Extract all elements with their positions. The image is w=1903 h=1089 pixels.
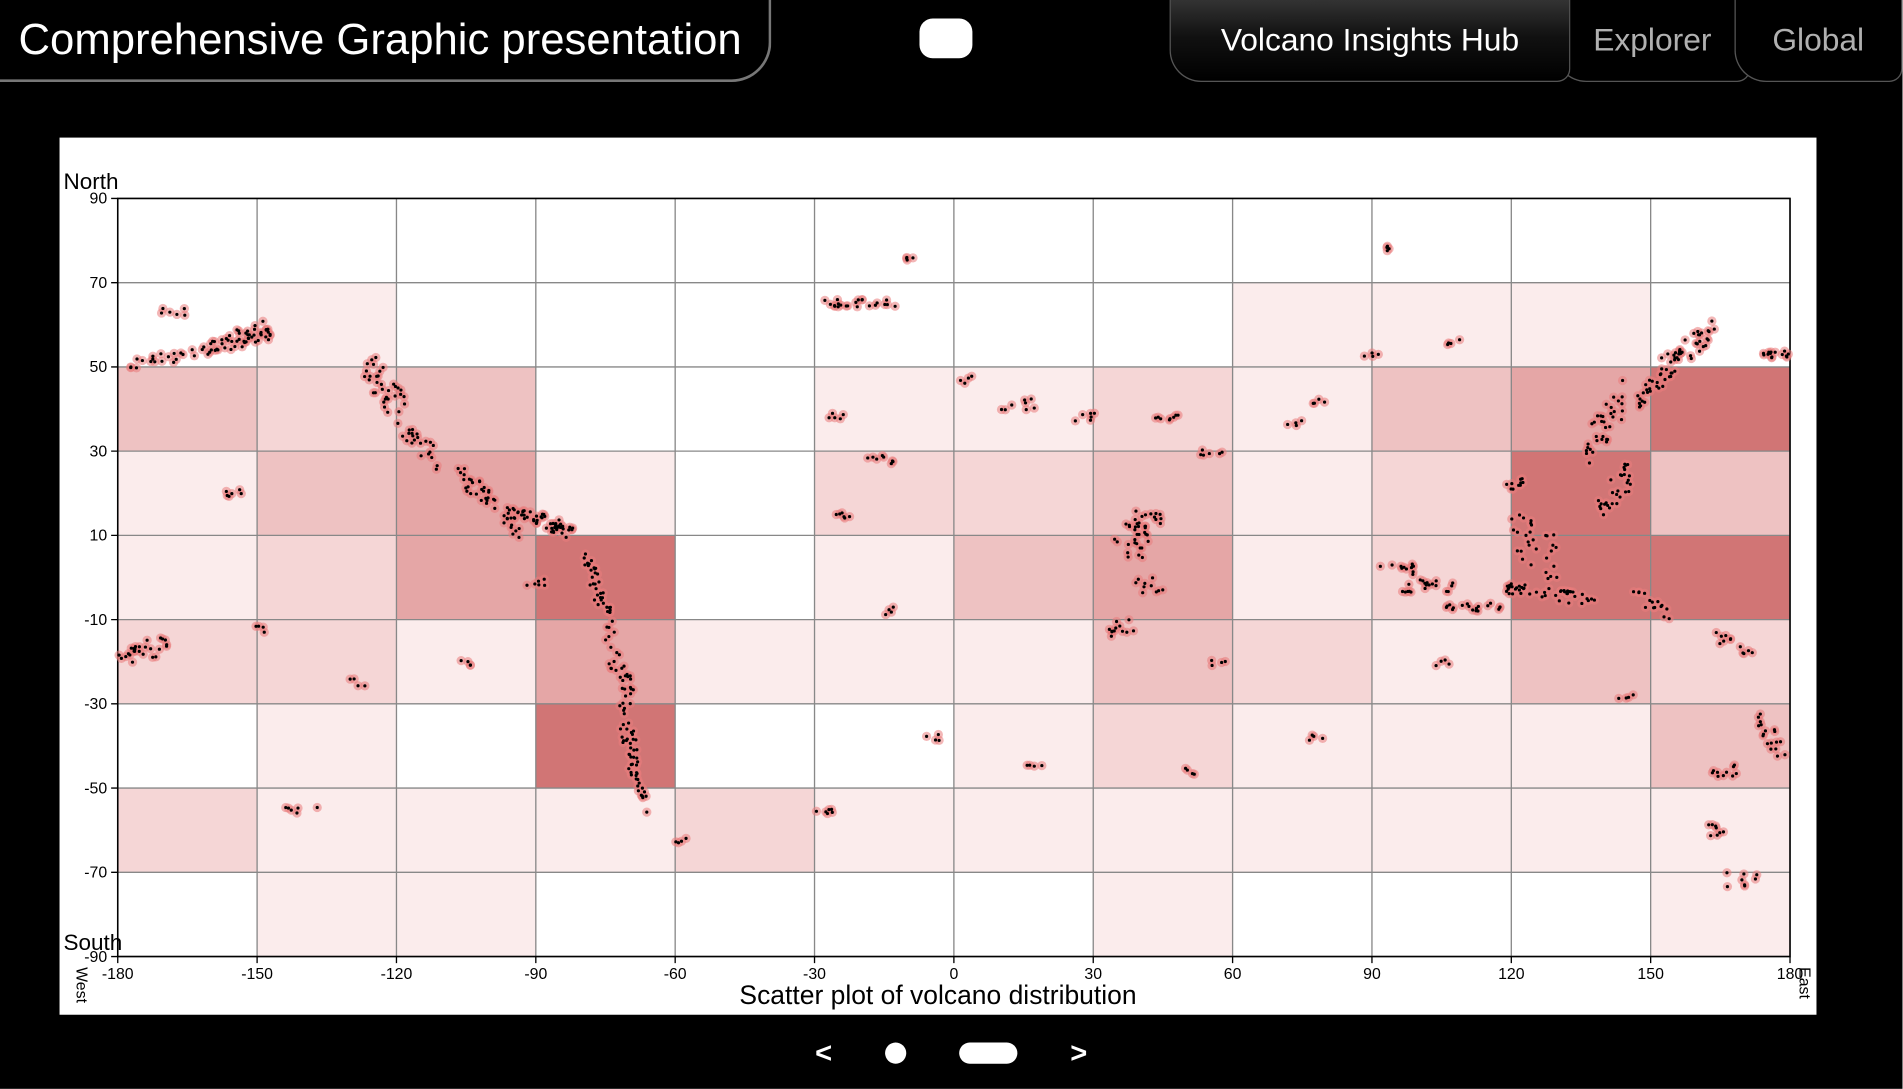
tab-explorer[interactable]: Explorer [1555,0,1750,82]
page-title: Comprehensive Graphic presentation [0,0,771,82]
svg-text:-10: -10 [84,612,107,629]
svg-text:90: 90 [1363,966,1381,983]
svg-text:-60: -60 [664,966,687,983]
svg-text:-90: -90 [524,966,547,983]
svg-text:50: 50 [90,359,108,376]
pager-prev-button[interactable]: < [815,1036,832,1070]
svg-text:70: 70 [90,275,108,292]
pager-next-button[interactable]: > [1070,1036,1087,1070]
app-window: Comprehensive Graphic presentation Volca… [0,0,1902,1089]
svg-text:-70: -70 [84,865,107,882]
scatter-heatmap-chart: -180-150-120-90-60-300306090120150180-90… [60,138,1817,1015]
svg-text:-150: -150 [241,966,273,983]
svg-text:-30: -30 [803,966,826,983]
svg-text:120: 120 [1498,966,1525,983]
chart-title: Scatter plot of volcano distribution [60,982,1817,1012]
tab-bar: Volcano Insights Hub Explorer Global [1185,0,1902,82]
svg-text:-180: -180 [102,966,134,983]
tab-global[interactable]: Global [1734,0,1903,82]
pager-dot-1[interactable] [885,1043,906,1064]
toggle-switch[interactable] [919,19,972,59]
svg-text:10: 10 [90,528,108,545]
svg-text:60: 60 [1224,966,1242,983]
top-bar: Comprehensive Graphic presentation Volca… [0,0,1902,87]
svg-text:0: 0 [949,966,958,983]
svg-text:-120: -120 [381,966,413,983]
svg-text:150: 150 [1637,966,1664,983]
pager-indicator-active[interactable] [959,1043,1017,1064]
chart-panel: -180-150-120-90-60-300306090120150180-90… [60,138,1817,1015]
pager: < > [0,1033,1902,1073]
svg-text:30: 30 [1084,966,1102,983]
svg-text:30: 30 [90,443,108,460]
tab-volcano-insights[interactable]: Volcano Insights Hub [1169,0,1571,82]
svg-text:-50: -50 [84,780,107,797]
svg-text:-30: -30 [84,696,107,713]
